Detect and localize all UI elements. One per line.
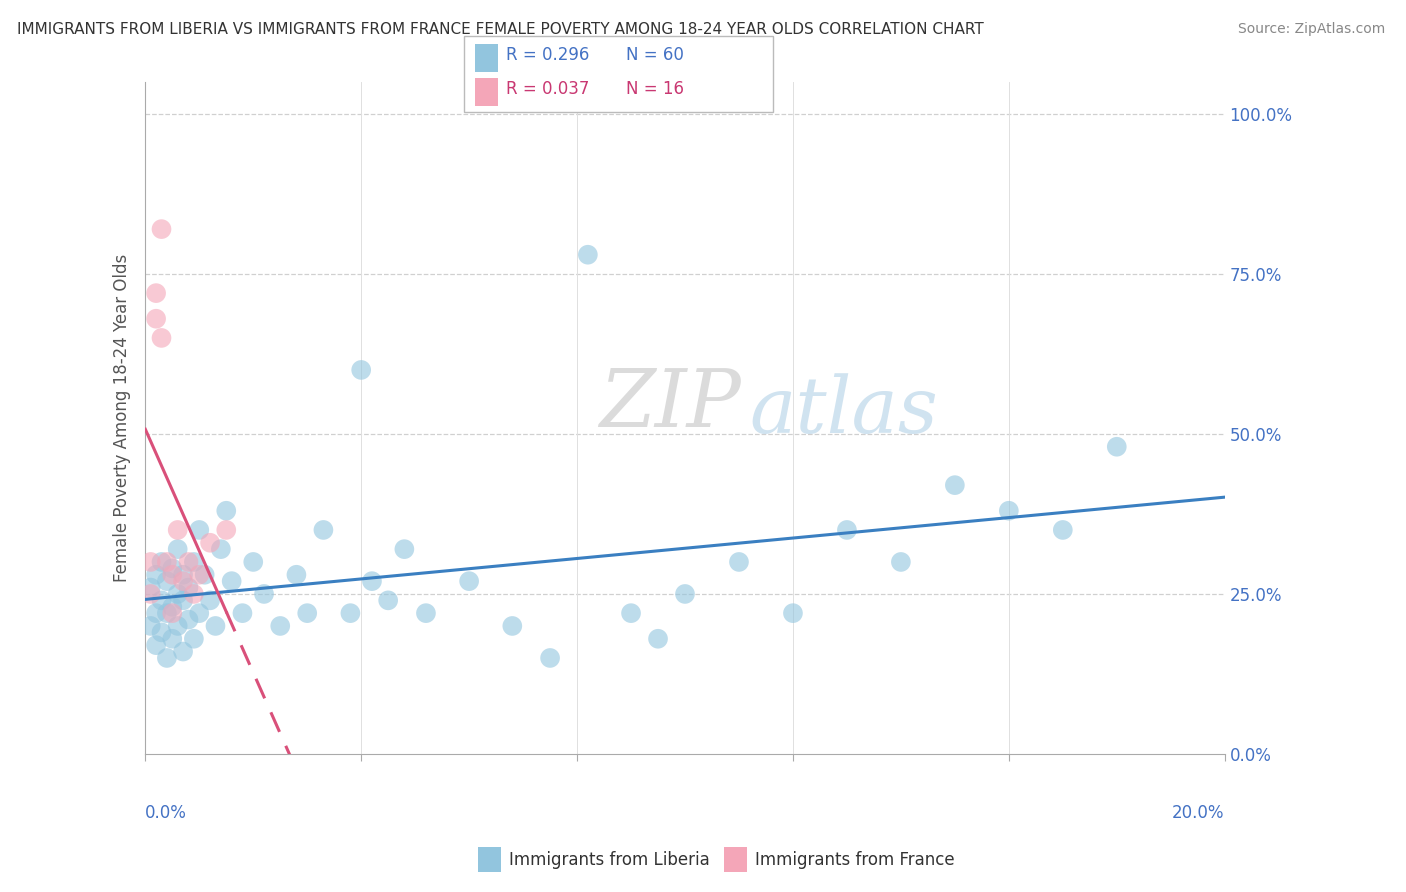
Point	[198, 593, 221, 607]
Point	[162, 606, 184, 620]
Point	[361, 574, 384, 589]
Point	[177, 581, 200, 595]
Point	[188, 567, 211, 582]
Point	[177, 613, 200, 627]
Point	[1105, 440, 1128, 454]
Point	[269, 619, 291, 633]
Text: Source: ZipAtlas.com: Source: ZipAtlas.com	[1237, 22, 1385, 37]
Point	[156, 606, 179, 620]
Point	[215, 523, 238, 537]
Text: Immigrants from France: Immigrants from France	[755, 851, 955, 869]
Point	[231, 606, 253, 620]
Text: N = 16: N = 16	[626, 80, 683, 98]
Point	[145, 311, 167, 326]
Text: IMMIGRANTS FROM LIBERIA VS IMMIGRANTS FROM FRANCE FEMALE POVERTY AMONG 18-24 YEA: IMMIGRANTS FROM LIBERIA VS IMMIGRANTS FR…	[17, 22, 984, 37]
Point	[172, 567, 194, 582]
Point	[835, 523, 858, 537]
Point	[1052, 523, 1074, 537]
Point	[156, 555, 179, 569]
Point	[172, 593, 194, 607]
Point	[339, 606, 361, 620]
Point	[242, 555, 264, 569]
Point	[166, 523, 188, 537]
Point	[172, 574, 194, 589]
Point	[150, 555, 173, 569]
Point	[350, 363, 373, 377]
Point	[576, 248, 599, 262]
Point	[285, 567, 308, 582]
Point	[312, 523, 335, 537]
Point	[297, 606, 319, 620]
Point	[183, 555, 205, 569]
Point	[394, 542, 416, 557]
Point	[673, 587, 696, 601]
Text: atlas: atlas	[749, 373, 939, 450]
Point	[156, 651, 179, 665]
Text: ZIP: ZIP	[599, 366, 741, 443]
Point	[188, 606, 211, 620]
Point	[943, 478, 966, 492]
Text: 0.0%: 0.0%	[145, 805, 187, 822]
Point	[162, 561, 184, 575]
Point	[139, 581, 162, 595]
Point	[139, 555, 162, 569]
Point	[183, 587, 205, 601]
Point	[215, 504, 238, 518]
Point	[150, 331, 173, 345]
Point	[162, 632, 184, 646]
Point	[198, 535, 221, 549]
Point	[501, 619, 523, 633]
Point	[890, 555, 912, 569]
Point	[145, 567, 167, 582]
Point	[538, 651, 561, 665]
Point	[166, 619, 188, 633]
Point	[253, 587, 276, 601]
Point	[183, 632, 205, 646]
Point	[145, 638, 167, 652]
Point	[162, 599, 184, 614]
Point	[620, 606, 643, 620]
Text: R = 0.037: R = 0.037	[506, 80, 589, 98]
Point	[145, 286, 167, 301]
Point	[377, 593, 399, 607]
Text: 20.0%: 20.0%	[1173, 805, 1225, 822]
Point	[150, 593, 173, 607]
Text: N = 60: N = 60	[626, 46, 683, 64]
Point	[166, 542, 188, 557]
Point	[177, 555, 200, 569]
Y-axis label: Female Poverty Among 18-24 Year Olds: Female Poverty Among 18-24 Year Olds	[114, 254, 131, 582]
Point	[204, 619, 226, 633]
Point	[150, 625, 173, 640]
Point	[162, 567, 184, 582]
Point	[166, 587, 188, 601]
Point	[728, 555, 751, 569]
Point	[145, 606, 167, 620]
Point	[221, 574, 243, 589]
Point	[139, 587, 162, 601]
Point	[998, 504, 1021, 518]
Point	[188, 523, 211, 537]
Point	[782, 606, 804, 620]
Point	[194, 567, 217, 582]
Point	[139, 619, 162, 633]
Point	[172, 644, 194, 658]
Point	[647, 632, 669, 646]
Point	[458, 574, 481, 589]
Point	[209, 542, 232, 557]
Text: Immigrants from Liberia: Immigrants from Liberia	[509, 851, 710, 869]
Text: R = 0.296: R = 0.296	[506, 46, 589, 64]
Point	[150, 222, 173, 236]
Point	[156, 574, 179, 589]
Point	[415, 606, 437, 620]
